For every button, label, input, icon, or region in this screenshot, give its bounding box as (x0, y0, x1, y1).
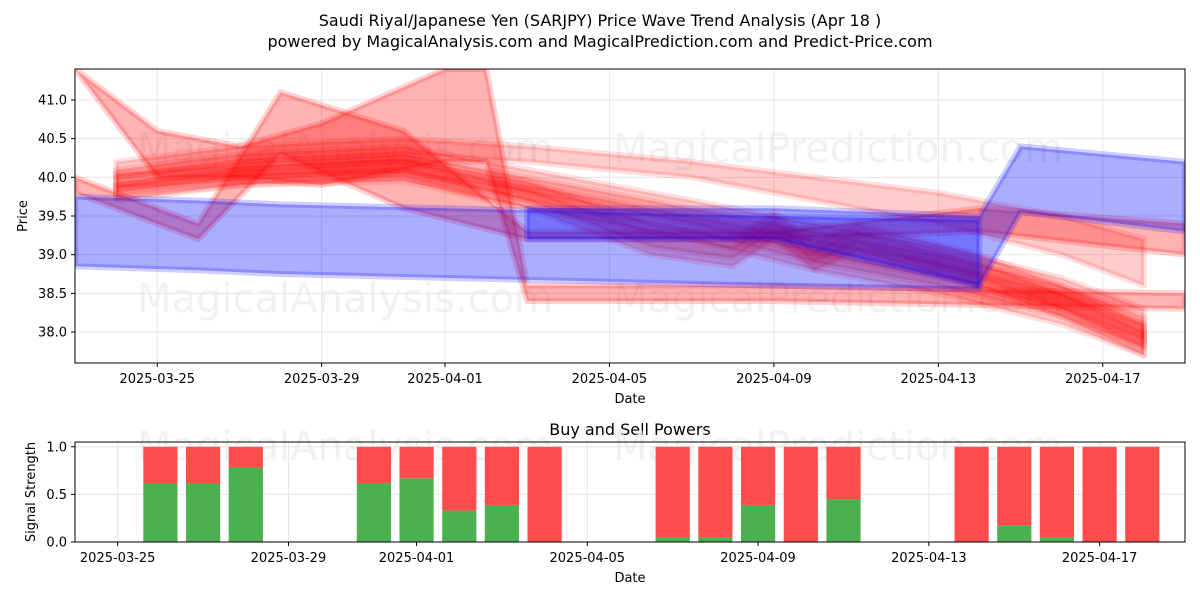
signal-plot-frame (74, 441, 1186, 543)
price-panel: MagicalAnalysis.com MagicalPrediction.co… (16, 68, 1186, 407)
price-wave-band (75, 193, 983, 293)
price-y-tick-label: 40.0 (38, 171, 67, 186)
price-wave-band (113, 166, 1147, 359)
price-bands (75, 69, 1185, 359)
price-y-tick-label: 39.5 (38, 210, 67, 225)
price-x-tick-label: 2025-04-05 (572, 372, 648, 387)
buy-power-bar (143, 483, 178, 542)
signal-x-tick-label: 2025-03-29 (251, 551, 327, 566)
signal-y-tick-label: 0.5 (46, 488, 67, 503)
buy-power-bar (399, 478, 434, 542)
price-wave-band (113, 155, 1147, 351)
price-x-tick-label: 2025-03-29 (284, 372, 360, 387)
price-wave-band (524, 143, 1185, 289)
sell-power-bar (143, 446, 178, 484)
watermark-prediction-mid: MagicalPrediction.com (613, 276, 1063, 322)
price-y-ticks: 38.0 38.5 39.0 39.5 40.0 40.5 41.0 (38, 93, 75, 341)
sell-power-bar (527, 446, 562, 542)
signal-chart-title: Buy and Sell Powers (549, 420, 711, 439)
sell-power-bar (356, 446, 391, 484)
price-x-tick-label: 2025-03-25 (119, 372, 195, 387)
sell-power-bar (228, 446, 263, 468)
price-x-ticks: 2025-03-25 2025-03-29 2025-04-01 2025-04-05… (119, 363, 1141, 387)
sell-power-bar (484, 446, 519, 505)
chart-subtitle: powered by MagicalAnalysis.com and Magic… (267, 32, 932, 51)
watermark-analysis-mid: MagicalAnalysis.com (137, 276, 553, 322)
buy-power-bar (356, 483, 391, 542)
price-x-tick-label: 2025-04-09 (736, 372, 812, 387)
buy-power-bar (186, 483, 221, 542)
buy-power-bar (826, 499, 861, 542)
buy-power-bar (1039, 537, 1074, 542)
buy-power-bar (698, 537, 733, 542)
sell-power-bar (698, 446, 733, 538)
buy-power-bar (741, 504, 776, 542)
signal-y-axis-label: Signal Strength (24, 442, 39, 542)
buy-power-bar (997, 525, 1032, 542)
signal-x-tick-label: 2025-04-13 (891, 551, 967, 566)
sell-power-bar (826, 446, 861, 500)
sell-power-bar (1082, 446, 1117, 542)
price-wave-band (113, 135, 1147, 289)
signal-x-tick-label: 2025-03-25 (80, 551, 156, 566)
price-y-tick-label: 38.0 (38, 326, 67, 341)
price-y-tick-label: 38.5 (38, 287, 67, 302)
price-y-tick-label: 40.5 (38, 132, 67, 147)
sell-power-bar (1039, 446, 1074, 538)
price-wave-band (113, 151, 1147, 351)
buy-power-bar (442, 510, 477, 542)
buy-power-bar (228, 467, 263, 542)
sell-power-bar (1125, 446, 1160, 542)
sell-power-bar (399, 446, 434, 479)
watermark-analysis-top: MagicalAnalysis.com (137, 126, 553, 172)
price-x-tick-label: 2025-04-13 (901, 372, 977, 387)
price-x-tick-label: 2025-04-01 (407, 372, 483, 387)
price-wave-band (113, 143, 1147, 343)
price-y-tick-label: 41.0 (38, 93, 67, 108)
price-x-axis-label: Date (614, 392, 645, 407)
price-wave-band (75, 89, 1185, 258)
price-grid (75, 69, 1185, 363)
signal-x-axis-label: Date (614, 571, 645, 586)
price-x-tick-label: 2025-04-17 (1065, 372, 1141, 387)
price-y-axis-label: Price (16, 200, 31, 232)
sell-power-bar (997, 446, 1032, 526)
sell-power-bar (655, 446, 690, 538)
signal-x-tick-label: 2025-04-05 (550, 551, 626, 566)
signal-x-ticks: 2025-03-25 2025-03-29 2025-04-01 2025-04-05… (80, 542, 1137, 566)
watermark-prediction-top: MagicalPrediction.com (613, 126, 1063, 172)
sell-power-bar (186, 446, 221, 484)
signal-x-tick-label: 2025-04-09 (720, 551, 796, 566)
signal-y-ticks: 0.0 0.5 1.0 (46, 440, 75, 551)
price-y-tick-label: 39.0 (38, 248, 67, 263)
sell-power-bar (741, 446, 776, 505)
signal-bars (143, 446, 1160, 542)
signal-x-tick-label: 2025-04-01 (379, 551, 455, 566)
price-wave-band (75, 69, 1185, 312)
price-wave-band (113, 158, 1147, 359)
signal-x-tick-label: 2025-04-17 (1062, 551, 1138, 566)
signal-y-tick-label: 0.0 (46, 536, 67, 551)
price-watermarks: MagicalAnalysis.com MagicalPrediction.co… (137, 126, 1063, 322)
signal-y-tick-label: 1.0 (46, 440, 67, 455)
sell-power-bar (783, 446, 818, 542)
signal-panel: MagicalAnalysis.com MagicalPrediction.co… (24, 424, 1186, 586)
buy-power-bar (655, 537, 690, 542)
sell-power-bar (954, 446, 989, 542)
buy-power-bar (484, 504, 519, 542)
sell-power-bar (442, 446, 477, 511)
chart-title: Saudi Riyal/Japanese Yen (SARJPY) Price … (319, 11, 881, 30)
